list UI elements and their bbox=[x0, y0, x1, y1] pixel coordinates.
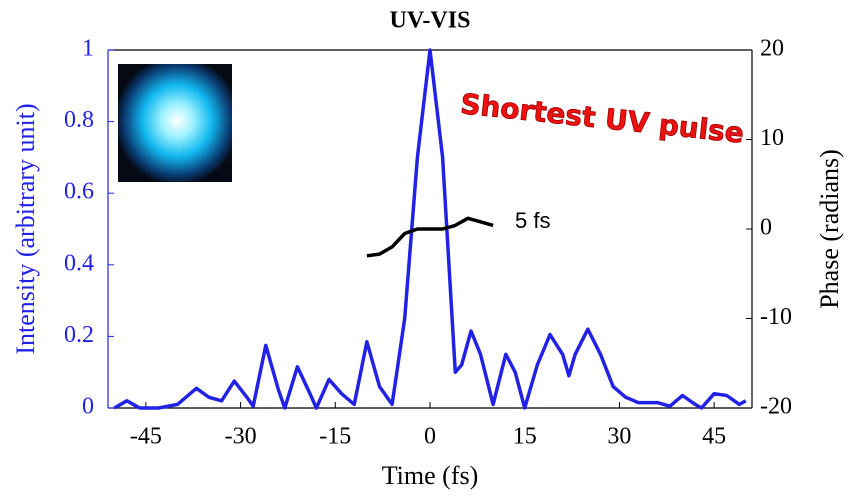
y-tick-label: 0.4 bbox=[64, 250, 94, 276]
y2-tick-label: -20 bbox=[760, 394, 792, 420]
x-tick-label: 0 bbox=[424, 424, 436, 450]
y-tick-label: 1 bbox=[82, 36, 94, 62]
y2-tick-label: 20 bbox=[760, 36, 784, 62]
annotation: Shortest UV pulse bbox=[459, 87, 746, 150]
x-tick-label: -45 bbox=[130, 424, 162, 450]
series-line bbox=[366, 216, 494, 258]
x-axis-label: Time (fs) bbox=[382, 461, 479, 490]
x-tick-label: 30 bbox=[607, 424, 631, 450]
y2-axis-label: Phase (radians) bbox=[815, 149, 844, 309]
y-tick-label: 0.6 bbox=[64, 179, 94, 205]
beam-image bbox=[118, 64, 232, 182]
series-line bbox=[113, 48, 747, 410]
chart-title: UV-VIS bbox=[390, 8, 471, 34]
y2-tick-label: 10 bbox=[760, 125, 784, 151]
y2-tick-label: -10 bbox=[760, 304, 792, 330]
x-tick-label: 45 bbox=[702, 424, 726, 450]
x-tick-label: -15 bbox=[319, 424, 351, 450]
y-axis-label: Intensity (arbitrary unit) bbox=[11, 103, 40, 354]
x-tick-label: -30 bbox=[225, 424, 257, 450]
y-tick-label: 0.8 bbox=[64, 107, 94, 133]
y-tick-label: 0.2 bbox=[64, 322, 94, 348]
x-tick-label: 15 bbox=[513, 424, 537, 450]
y-tick-label: 0 bbox=[82, 394, 94, 420]
y2-tick-label: 0 bbox=[760, 215, 772, 241]
annotation: 5 fs bbox=[515, 208, 550, 233]
